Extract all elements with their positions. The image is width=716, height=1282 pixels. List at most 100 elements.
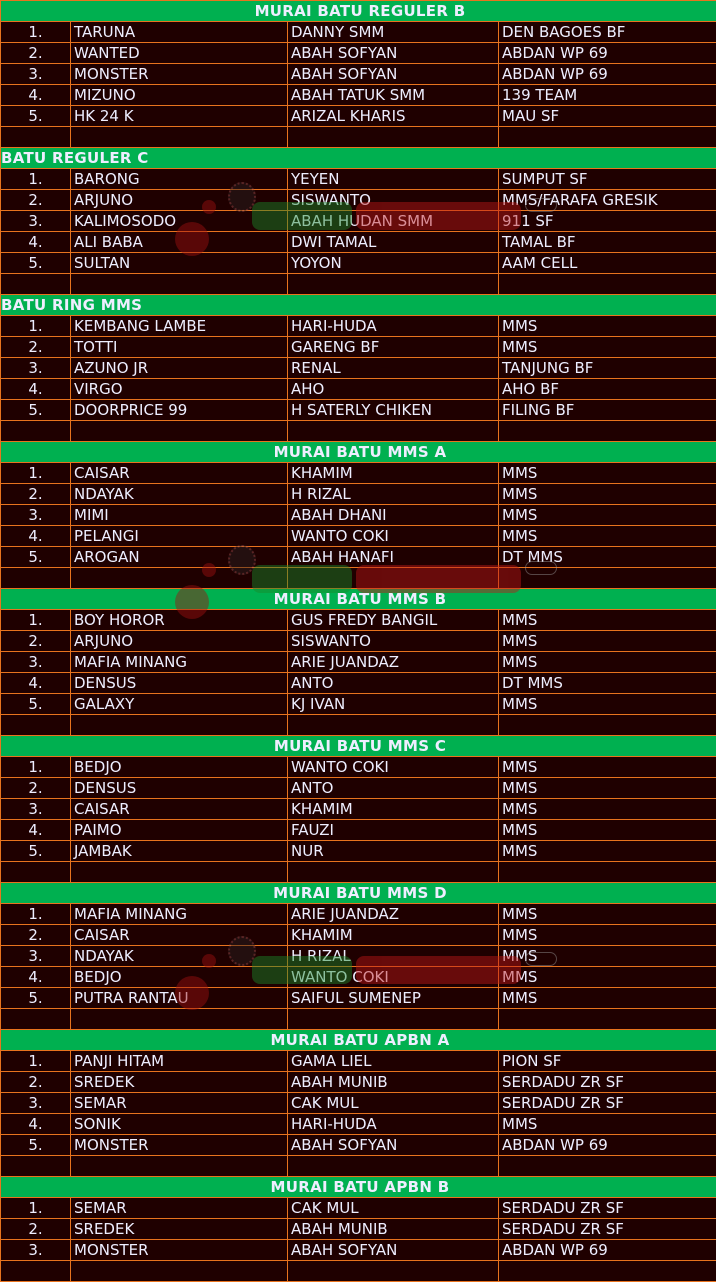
bird-cell: MAFIA MINANG: [70, 651, 288, 673]
table-row: 1. BARONG YEYEN SUMPUT SF: [0, 168, 716, 190]
rank-cell: 1.: [0, 168, 71, 190]
bird-cell: KEMBANG LAMBE: [70, 315, 288, 337]
owner-cell: ABAH HUDAN SMM: [287, 210, 499, 232]
owner-cell: ABAH SOFYAN: [287, 1239, 499, 1261]
rank-cell: 2.: [0, 777, 71, 799]
table-row: 3. MIMI ABAH DHANI MMS: [0, 504, 716, 526]
table-row: 3. MONSTER ABAH SOFYAN ABDAN WP 69: [0, 1239, 716, 1261]
empty-cell: [287, 1155, 499, 1177]
rank-cell: 2.: [0, 483, 71, 505]
section-title: BATU REGULER C: [0, 147, 716, 169]
table-row: 2. WANTED ABAH SOFYAN ABDAN WP 69: [0, 42, 716, 64]
table-row: 4. ALI BABA DWI TAMAL TAMAL BF: [0, 231, 716, 253]
table-row: 2. TOTTI GARENG BF MMS: [0, 336, 716, 358]
section-header: MURAI BATU MMS C: [0, 735, 716, 757]
owner-cell: ABAH TATUK SMM: [287, 84, 499, 106]
bird-cell: MIMI: [70, 504, 288, 526]
owner-cell: ABAH SOFYAN: [287, 1134, 499, 1156]
section-title: MURAI BATU MMS D: [0, 882, 716, 904]
table-row: 2. ARJUNO SISWANTO MMS: [0, 630, 716, 652]
owner-cell: KHAMIM: [287, 798, 499, 820]
section-header: MURAI BATU APBN B: [0, 1176, 716, 1198]
team-cell: MMS: [497, 840, 716, 862]
table-row: 4. DENSUS ANTO DT MMS: [0, 672, 716, 694]
rank-cell: 2.: [0, 924, 71, 946]
team-cell: MMS: [497, 924, 716, 946]
rank-cell: 1.: [0, 315, 71, 337]
team-cell: MMS: [497, 798, 716, 820]
bird-cell: BEDJO: [70, 966, 288, 988]
table-row: 5. MONSTER ABAH SOFYAN ABDAN WP 69: [0, 1134, 716, 1156]
rank-cell: 2.: [0, 630, 71, 652]
blank-row: [0, 567, 716, 589]
blank-row: [0, 273, 716, 295]
bird-cell: ALI BABA: [70, 231, 288, 253]
rank-cell: 3.: [0, 1092, 71, 1114]
bird-cell: KALIMOSODO: [70, 210, 288, 232]
bird-cell: SULTAN: [70, 252, 288, 274]
empty-cell: [0, 1260, 71, 1282]
owner-cell: ABAH DHANI: [287, 504, 499, 526]
empty-cell: [0, 420, 71, 442]
team-cell: 911 SF: [497, 210, 716, 232]
rank-cell: 5.: [0, 693, 71, 715]
blank-row: [0, 420, 716, 442]
team-cell: MMS: [497, 336, 716, 358]
owner-cell: SISWANTO: [287, 189, 499, 211]
bird-cell: AZUNO JR: [70, 357, 288, 379]
rank-cell: 1.: [0, 609, 71, 631]
empty-cell: [497, 567, 716, 589]
empty-cell: [497, 420, 716, 442]
empty-cell: [497, 1008, 716, 1030]
rank-cell: 5.: [0, 546, 71, 568]
table-row: 5. HK 24 K ARIZAL KHARIS MAU SF: [0, 105, 716, 127]
owner-cell: H SATERLY CHIKEN: [287, 399, 499, 421]
table-row: 1. CAISAR KHAMIM MMS: [0, 462, 716, 484]
bird-cell: SREDEK: [70, 1218, 288, 1240]
rank-cell: 2.: [0, 189, 71, 211]
bird-cell: MONSTER: [70, 63, 288, 85]
rank-cell: 3.: [0, 798, 71, 820]
empty-cell: [287, 420, 499, 442]
empty-cell: [70, 1260, 288, 1282]
blank-row: [0, 1008, 716, 1030]
team-cell: TANJUNG BF: [497, 357, 716, 379]
team-cell: MMS: [497, 1113, 716, 1135]
rank-cell: 2.: [0, 336, 71, 358]
owner-cell: ABAH SOFYAN: [287, 63, 499, 85]
owner-cell: NUR: [287, 840, 499, 862]
owner-cell: ABAH HANAFI: [287, 546, 499, 568]
bird-cell: PUTRA RANTAU: [70, 987, 288, 1009]
team-cell: MMS: [497, 966, 716, 988]
empty-cell: [0, 1008, 71, 1030]
team-cell: MMS: [497, 315, 716, 337]
table-row: 1. MAFIA MINANG ARIE JUANDAZ MMS: [0, 903, 716, 925]
table-row: 3. MONSTER ABAH SOFYAN ABDAN WP 69: [0, 63, 716, 85]
team-cell: FILING BF: [497, 399, 716, 421]
team-cell: AAM CELL: [497, 252, 716, 274]
bird-cell: VIRGO: [70, 378, 288, 400]
team-cell: ABDAN WP 69: [497, 1134, 716, 1156]
team-cell: MMS: [497, 693, 716, 715]
team-cell: SERDADU ZR SF: [497, 1197, 716, 1219]
empty-cell: [497, 1260, 716, 1282]
rank-cell: 1.: [0, 756, 71, 778]
team-cell: MMS: [497, 987, 716, 1009]
table-row: 2. SREDEK ABAH MUNIB SERDADU ZR SF: [0, 1218, 716, 1240]
owner-cell: GUS FREDY BANGIL: [287, 609, 499, 631]
rank-cell: 1.: [0, 1050, 71, 1072]
empty-cell: [0, 567, 71, 589]
rank-cell: 5.: [0, 1134, 71, 1156]
blank-row: [0, 1260, 716, 1282]
owner-cell: KHAMIM: [287, 462, 499, 484]
team-cell: MMS: [497, 525, 716, 547]
section-title: MURAI BATU MMS C: [0, 735, 716, 757]
team-cell: SERDADU ZR SF: [497, 1218, 716, 1240]
owner-cell: HARI-HUDA: [287, 1113, 499, 1135]
team-cell: 139 TEAM: [497, 84, 716, 106]
bird-cell: CAISAR: [70, 462, 288, 484]
empty-cell: [287, 714, 499, 736]
empty-cell: [497, 861, 716, 883]
empty-cell: [70, 1008, 288, 1030]
section-title: MURAI BATU APBN A: [0, 1029, 716, 1051]
